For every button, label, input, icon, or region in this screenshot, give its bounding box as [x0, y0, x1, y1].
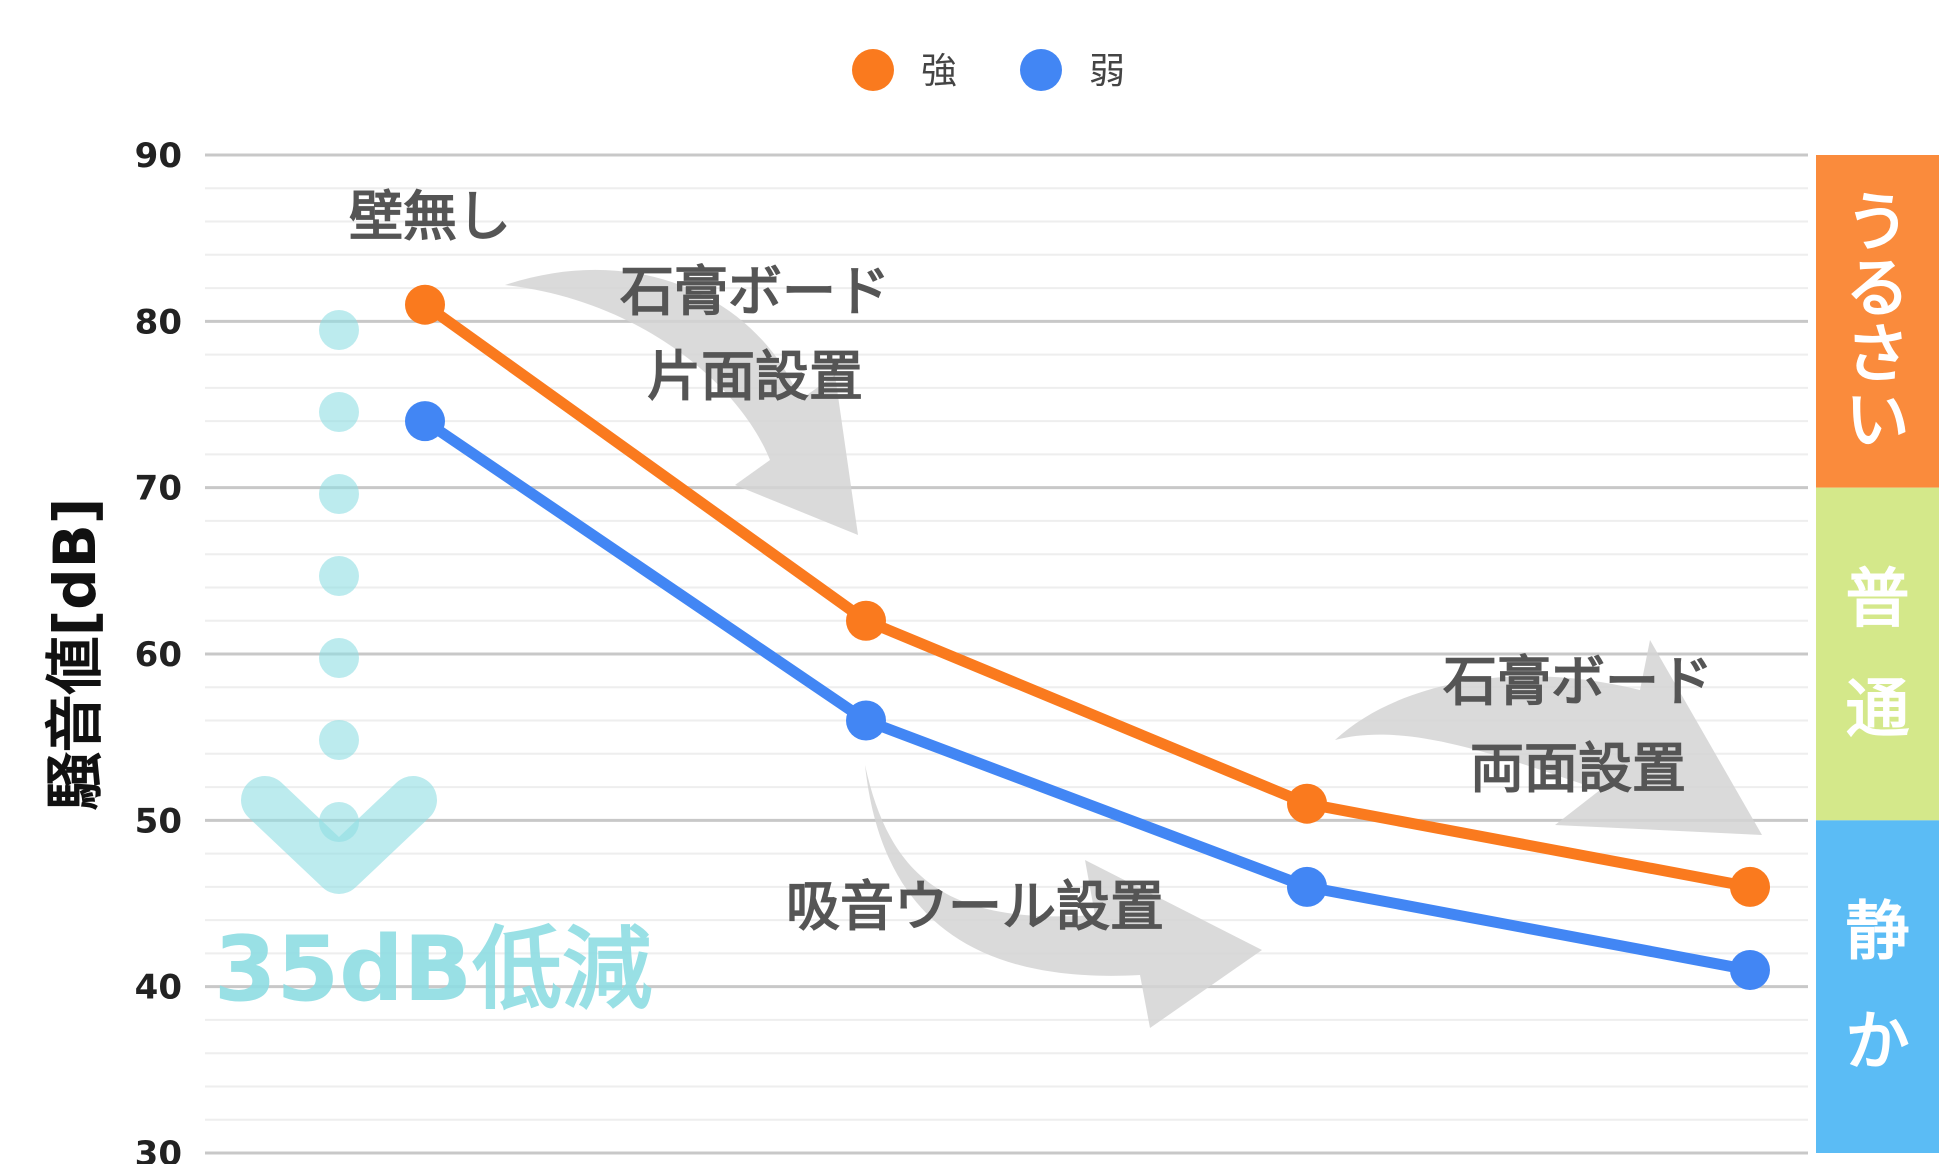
legend-label-1: 弱 [1089, 51, 1125, 92]
y-tick-label: 70 [135, 469, 182, 509]
level-band-char: か [1846, 1006, 1910, 1080]
data-point-1-1 [846, 700, 886, 741]
annotation-one-side: 石膏ボード片面設置 [620, 260, 890, 408]
legend-marker-0 [852, 49, 894, 91]
reduction-dot [319, 310, 359, 350]
reduction-indicator [241, 310, 437, 894]
curved-arrow-1 [505, 269, 858, 535]
data-point-1-3 [1730, 950, 1770, 991]
annotation-line: 壁無し [349, 185, 511, 248]
series [405, 284, 1770, 991]
data-point-0-3 [1730, 866, 1770, 907]
reduction-dot [319, 638, 359, 678]
legend-marker-1 [1020, 49, 1062, 91]
level-band-char: さ [1846, 318, 1910, 392]
annotation-line: 石膏ボード [620, 260, 890, 323]
decorative-arrows [505, 269, 1762, 1028]
level-band-char: い [1846, 384, 1910, 458]
curved-arrow-2 [865, 765, 1262, 1028]
y-tick-label: 80 [135, 302, 182, 342]
curved-arrow-3 [1335, 640, 1762, 835]
data-point-0-0 [405, 284, 445, 325]
reduction-dot [319, 392, 359, 432]
level-band-char: る [1846, 252, 1910, 326]
annotation-line: 石膏ボード [1443, 650, 1713, 713]
y-tick-label: 50 [135, 801, 182, 841]
level-band-label-2: 静か [1846, 896, 1910, 1080]
reduction-dot [319, 556, 359, 596]
series-line-1 [419, 415, 1756, 976]
annotation-reduction: 35dB低減 [214, 917, 652, 1022]
annotation-line: 35dB低減 [214, 917, 652, 1022]
grid [205, 153, 1808, 1155]
series-line-0 [419, 299, 1756, 893]
reduction-dot [319, 474, 359, 514]
y-tick-label: 90 [135, 136, 182, 176]
data-point-0-1 [846, 600, 886, 641]
reduction-dot [319, 720, 359, 760]
annotation-no-wall: 壁無し [349, 185, 511, 248]
y-axis-label: 騒音値[dB] [41, 498, 109, 811]
level-band-label-0: うるさい [1846, 186, 1910, 458]
level-band-0 [1816, 155, 1939, 488]
legend-label-0: 強 [921, 51, 957, 92]
y-tick-label: 30 [135, 1134, 182, 1164]
y-tick-label: 40 [135, 968, 182, 1008]
annotation-line: 両面設置 [1470, 737, 1686, 800]
level-band-char: う [1846, 186, 1910, 260]
annotation-both-sides: 石膏ボード両面設置 [1443, 650, 1713, 800]
level-band-1 [1816, 487, 1939, 821]
level-band-2 [1816, 820, 1939, 1153]
level-band-char: 通 [1846, 673, 1910, 747]
annotation-line: 吸音ウール設置 [786, 875, 1164, 938]
data-point-0-2 [1287, 783, 1327, 824]
annotation-line: 片面設置 [647, 345, 863, 408]
reduction-arrowhead [241, 776, 437, 894]
level-band-char: 静 [1846, 896, 1910, 970]
data-point-1-2 [1287, 866, 1327, 907]
level-band-char: 普 [1846, 563, 1910, 637]
annotation-wool: 吸音ウール設置 [786, 875, 1164, 938]
data-point-1-0 [405, 401, 445, 442]
y-tick-label: 60 [135, 635, 182, 675]
level-band-label-1: 普通 [1846, 563, 1910, 747]
